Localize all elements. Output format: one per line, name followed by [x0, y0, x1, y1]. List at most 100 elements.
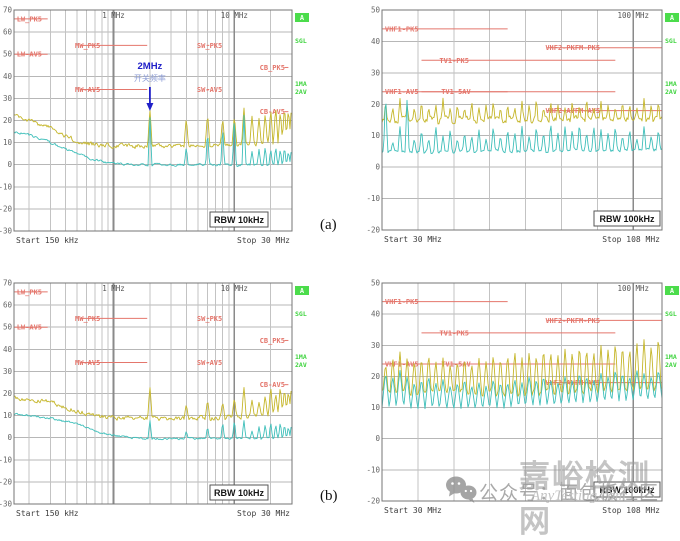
y-tick-label: 20	[3, 389, 13, 398]
limit-label: VHF2-PKFM-PK5	[545, 44, 600, 52]
rbw-label: RBW 100kHz	[599, 485, 655, 495]
limit-label: LW-AV5	[17, 324, 42, 332]
screen-badge	[295, 13, 309, 22]
status-label: 1MA	[665, 353, 677, 361]
y-tick-label: 50	[371, 279, 381, 288]
screen-badge	[295, 286, 309, 295]
start-frequency-label: Start 30 MHz	[384, 235, 442, 244]
screen-badge	[665, 286, 679, 295]
limit-label: TV1-5AV	[441, 88, 471, 96]
status-label: SGL	[665, 310, 677, 318]
screen-badge-label: A	[670, 14, 675, 22]
y-tick-label: 0	[7, 160, 12, 169]
x-axis-label: 100 MHz	[617, 11, 649, 20]
y-tick-label: 40	[371, 310, 381, 319]
limit-label: VHF1-PK5	[385, 25, 419, 33]
rbw-label: RBW 10kHz	[214, 488, 265, 498]
figure: -30 -20 -10 0 10 20 30 40 50 60 70 1 MHz 10 MHz LW_PK…	[0, 5, 679, 539]
y-tick-label: 0	[375, 163, 380, 172]
limit-label: CB-AV5	[260, 381, 285, 389]
limit-label: SW-AV5	[197, 359, 222, 367]
y-tick-label: 70	[3, 6, 13, 15]
y-tick-label: 20	[371, 372, 381, 381]
status-label: 2AV	[295, 361, 307, 369]
average-trace	[381, 99, 663, 155]
rbw-box	[209, 484, 269, 501]
screen-badge	[665, 13, 679, 22]
chart-radiated-b: -20 -10 0 10 20 30 40 50 100 MHz VHF1-PK5 VHF2-PKF…	[366, 279, 679, 515]
plot-border	[381, 282, 663, 502]
limit-label: MW-AV5	[75, 359, 100, 367]
y-tick-label: -10	[366, 465, 380, 474]
limit-label: MW-AV5	[75, 86, 100, 94]
stop-frequency-label: Stop 30 MHz	[237, 509, 290, 518]
start-frequency-label: Start 30 MHz	[384, 506, 442, 515]
status-label: 2AV	[665, 361, 677, 369]
y-tick-label: -30	[0, 227, 12, 236]
rbw-label: RBW 10kHz	[214, 215, 265, 225]
limit-label: CB_PK5	[260, 337, 285, 345]
status-label: 1MA	[295, 80, 307, 88]
y-tick-label: 20	[3, 116, 13, 125]
annotation-frequency: 2MHz	[138, 61, 163, 72]
limit-label: LW_PK5	[17, 288, 42, 296]
plot-border	[13, 9, 293, 232]
x-axis-label: 1 MHz	[102, 11, 125, 20]
screen-badge-label: A	[300, 14, 305, 22]
limit-label: CB_PK5	[260, 64, 285, 72]
status-label: SGL	[295, 310, 307, 318]
limit-label: VHF1-AV5	[385, 88, 419, 96]
y-tick-label: 10	[371, 403, 381, 412]
y-tick-label: -10	[0, 455, 12, 464]
rbw-box	[209, 211, 269, 228]
limit-label: VHF1-AV5	[385, 360, 419, 368]
peak-trace	[381, 339, 663, 397]
y-tick-label: -20	[0, 204, 12, 213]
limit-label: SW-AV5	[197, 86, 222, 94]
y-tick-label: 10	[3, 411, 13, 420]
rbw-box	[593, 481, 661, 498]
limit-label: MW_PK5	[75, 42, 100, 50]
stop-frequency-label: Stop 30 MHz	[237, 236, 290, 245]
average-trace	[381, 370, 663, 410]
status-label: 1MA	[295, 353, 307, 361]
stop-frequency-label: Stop 108 MHz	[602, 235, 660, 244]
average-trace	[13, 412, 293, 441]
y-tick-label: 10	[3, 138, 13, 147]
status-label: 2AV	[295, 88, 307, 96]
start-frequency-label: Start 150 kHz	[16, 236, 79, 245]
limit-label: CB-AV5	[260, 108, 285, 116]
x-axis-label: 1 MHz	[102, 284, 125, 293]
y-tick-label: 30	[3, 367, 13, 376]
spectrum-plots: -30 -20 -10 0 10 20 30 40 50 60 70 1 MHz 10 MHz LW_PK…	[0, 6, 679, 518]
status-label: 1MA	[665, 80, 677, 88]
limit-label: VHF1-PK5	[385, 298, 419, 306]
y-tick-label: -20	[366, 226, 380, 235]
y-tick-label: 20	[371, 100, 381, 109]
screen-badge-label: A	[300, 287, 305, 295]
plot-border	[381, 9, 663, 231]
status-label: SGL	[295, 37, 307, 45]
y-tick-label: 40	[3, 345, 13, 354]
chart-conducted-b: -30 -20 -10 0 10 20 30 40 50 60 70 1 MHz 10 MHz LW_PK…	[0, 279, 309, 518]
y-tick-label: -10	[366, 194, 380, 203]
chart-conducted-a: -30 -20 -10 0 10 20 30 40 50 60 70 1 MHz 10 MHz LW_PK…	[0, 6, 309, 245]
y-tick-label: 70	[3, 279, 13, 288]
peak-trace	[381, 97, 663, 125]
limit-label: TV1-PK5	[439, 57, 469, 65]
screen-badge-label: A	[670, 287, 675, 295]
y-tick-label: 0	[375, 434, 380, 443]
annotation-arrowhead	[146, 103, 154, 111]
limit-label: VHF2-PKFM-PK5	[545, 317, 600, 325]
rbw-box	[593, 210, 661, 227]
y-tick-label: -20	[366, 497, 380, 506]
figure-label-b: (b)	[320, 488, 338, 504]
y-tick-label: 30	[371, 68, 381, 77]
chart-radiated-a: -20 -10 0 10 20 30 40 50 100 MHz VHF1-PK5 VHF2-PKF…	[366, 6, 679, 244]
y-tick-label: 30	[371, 341, 381, 350]
annotation-caption: 开关频率	[134, 73, 166, 83]
y-tick-label: 50	[371, 6, 381, 15]
limit-label: MW_PK5	[75, 315, 100, 323]
plot-border	[13, 282, 293, 505]
limit-label: LW-AV5	[17, 51, 42, 59]
